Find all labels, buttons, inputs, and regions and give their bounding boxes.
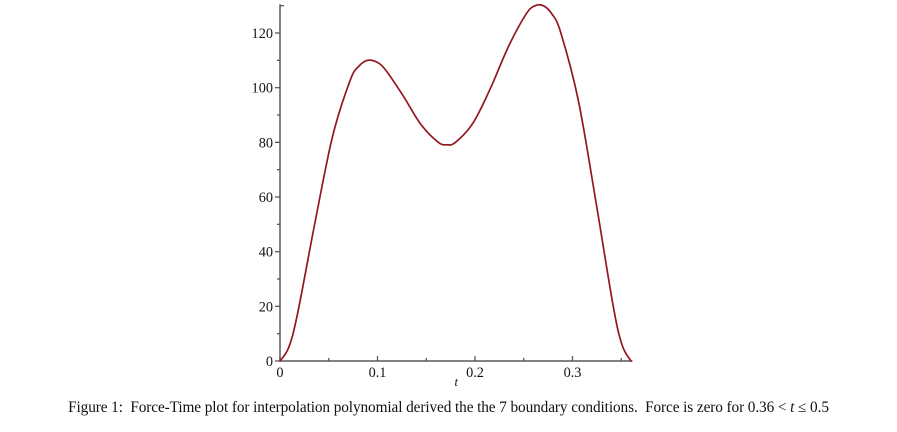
force-time-curve <box>279 3 632 362</box>
x-tick-label: 0.2 <box>466 365 484 381</box>
y-tick-label: 100 <box>252 81 273 97</box>
y-tick-label: 60 <box>259 190 273 206</box>
caption-math-variable: t <box>790 399 795 416</box>
y-tick-label: 40 <box>259 245 273 261</box>
y-tick-label: 20 <box>259 299 273 315</box>
y-tick-label: 120 <box>252 26 273 42</box>
x-tick-label: 0 <box>276 365 283 381</box>
force-time-plot: 0 0.1 0.2 0.3 0 20 40 60 80 100 120 t <box>252 3 633 389</box>
x-tick-label: 0.3 <box>564 365 582 381</box>
x-axis-label: t <box>454 375 458 389</box>
caption-text: Figure 1: Force-Time plot for interpolat… <box>68 399 791 416</box>
figure-caption: Figure 1: Force-Time plot for interpolat… <box>0 399 897 417</box>
y-tick-label: 80 <box>259 135 273 151</box>
y-tick-label: 0 <box>266 354 273 370</box>
caption-text-tail: ≤ 0.5 <box>794 399 829 416</box>
x-tick-label: 0.1 <box>369 365 387 381</box>
